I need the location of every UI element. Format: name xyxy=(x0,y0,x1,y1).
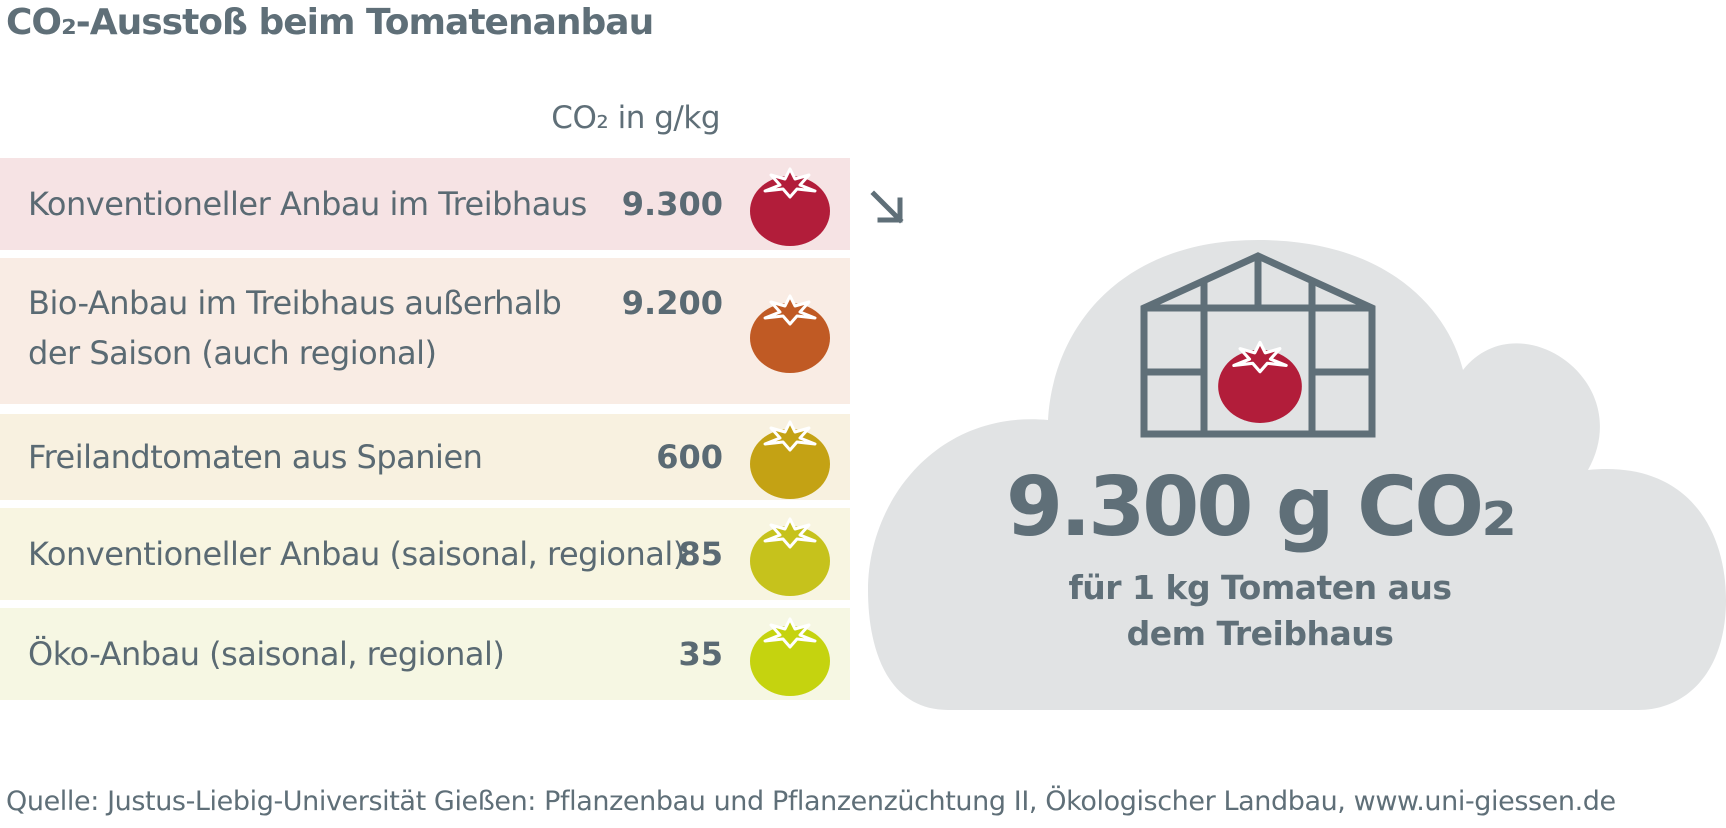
highlight-caption-line2: dem Treibhaus xyxy=(1126,614,1394,653)
cloud-illustration xyxy=(868,240,1726,710)
row-label: Konventioneller Anbau im Treibhaus xyxy=(28,185,587,223)
table-row: Öko-Anbau (saisonal, regional) 35 xyxy=(0,608,850,700)
row-value: 600 xyxy=(656,438,723,476)
row-label: der Saison (auch regional) xyxy=(28,334,437,372)
source-note: Quelle: Justus-Liebig-Universität Gießen… xyxy=(6,786,1616,817)
row-label: Öko-Anbau (saisonal, regional) xyxy=(28,635,505,673)
row-value: 9.300 xyxy=(621,185,723,223)
tomato-icon xyxy=(750,617,830,696)
row-label: Freilandtomaten aus Spanien xyxy=(28,438,483,476)
row-value: 85 xyxy=(678,535,723,573)
greenhouse-icon xyxy=(1140,252,1376,438)
table-row: Freilandtomaten aus Spanien 600 xyxy=(0,414,850,500)
row-value: 35 xyxy=(678,635,723,673)
tomato-icon xyxy=(750,294,830,373)
tomato-icon-highlight xyxy=(1218,340,1302,423)
table-row: Bio-Anbau im Treibhaus außerhalb der Sais… xyxy=(0,258,850,404)
row-label: Bio-Anbau im Treibhaus außerhalb xyxy=(28,284,562,322)
arrow-down-right-icon xyxy=(870,190,904,224)
chart-title: CO₂-Ausstoß beim Tomatenanbau xyxy=(6,2,654,43)
highlight-caption-line1: für 1 kg Tomaten aus xyxy=(1068,568,1452,607)
row-label: Konventioneller Anbau (saisonal, regiona… xyxy=(28,535,685,573)
row-value: 9.200 xyxy=(621,284,723,322)
tomato-icon xyxy=(750,420,830,499)
highlight-number: 9.300 g CO₂ xyxy=(1006,460,1517,555)
value-column-header: CO₂ in g/kg xyxy=(551,100,720,136)
table-row: Konventioneller Anbau im Treibhaus 9.300 xyxy=(0,158,850,250)
tomato-icon xyxy=(750,517,830,596)
tomato-icon xyxy=(750,167,830,246)
table-row: Konventioneller Anbau (saisonal, regiona… xyxy=(0,508,850,600)
